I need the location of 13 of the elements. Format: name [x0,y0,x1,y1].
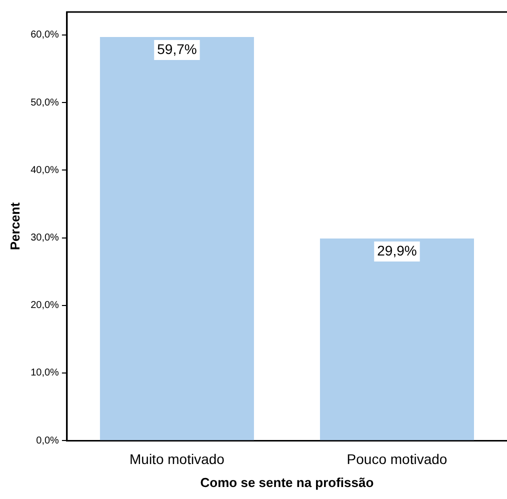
data-label: 29,9% [377,242,417,258]
y-tick-label: 10,0% [30,368,60,379]
y-tick-label: 30,0% [30,232,60,244]
y-tick-label: 60,0% [30,30,60,41]
y-tick-label: 20,0% [30,300,60,312]
x-axis-title: Como se sente na profissão [200,474,374,490]
x-tick-label: Pouco motivado [346,450,448,467]
x-tick-label: Muito motivado [129,450,225,467]
y-tick-label: 40,0% [30,164,60,176]
y-tick-label: 0,0% [36,435,60,446]
y-axis-title: Percent [7,202,22,250]
y-tick-label: 50,0% [30,97,60,108]
data-label: 59,7% [157,40,197,57]
